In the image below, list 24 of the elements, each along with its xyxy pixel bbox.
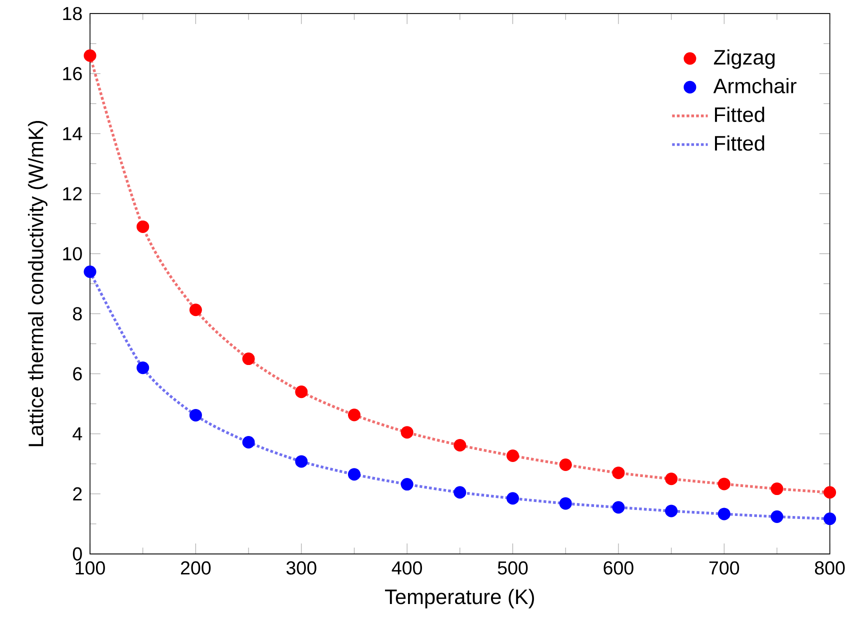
legend-label: Armchair [713,78,796,94]
y-tick-label: 16 [63,67,82,80]
y-tick-label: 0 [72,547,82,561]
x-tick-label: 600 [604,561,634,575]
y-tick-label: 10 [63,247,82,261]
x-tick-label: 300 [286,561,316,575]
y-tick-label: 6 [73,367,82,381]
x-tick-label: 800 [814,561,845,575]
y-axis-title: Lattice thermal conductivity (W/mK) [28,121,48,446]
x-tick-label: 700 [709,561,740,575]
y-tick-label: 18 [63,7,82,20]
y-tick-label: 8 [73,307,82,321]
legend-label: Fitted [714,106,764,122]
x-tick-label: 400 [392,561,422,575]
y-tick-label: 12 [63,187,82,200]
legend-label: Zigzag [714,49,775,69]
y-tick-label: 14 [63,127,82,140]
legend-label: Fitted [714,136,764,151]
x-axis-title: Temperature (K) [384,589,534,608]
x-tick-label: 100 [76,561,105,575]
x-tick-label: 500 [498,561,528,575]
x-tick-label: 200 [180,561,211,575]
y-tick-label: 2 [73,487,82,501]
y-tick-label: 4 [72,427,82,440]
